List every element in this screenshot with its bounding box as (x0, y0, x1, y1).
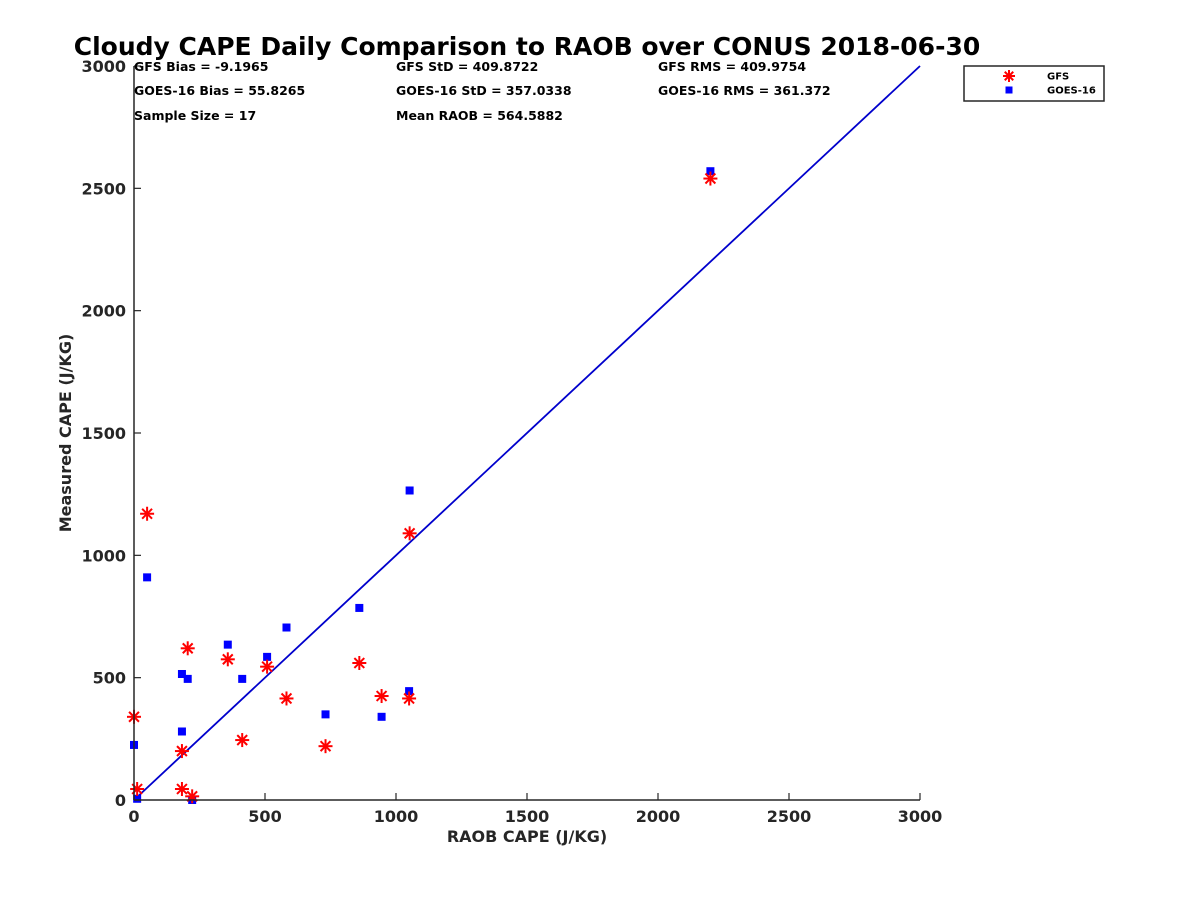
y-tick-label: 1000 (81, 546, 126, 565)
gfs-point (279, 691, 294, 706)
stat-label: GFS RMS = 409.9754 (658, 59, 806, 74)
gfs-point (130, 781, 145, 796)
stat-label: Mean RAOB = 564.5882 (396, 108, 563, 123)
gfs-point (235, 733, 250, 748)
goes-16-point (263, 652, 272, 661)
goes-16-point (355, 603, 364, 612)
gfs-point (140, 506, 155, 521)
goes-16-point (405, 486, 414, 495)
chart-title: Cloudy CAPE Daily Comparison to RAOB ove… (74, 32, 980, 61)
goes-16-point (183, 674, 192, 683)
x-tick-label: 1000 (374, 807, 419, 826)
gfs-point (174, 781, 189, 796)
x-axis-ticks: 0 500 1000 1500 2000 2500 3000 (128, 793, 942, 826)
gfs-point (402, 526, 417, 541)
y-axis-label: Measured CAPE (J/KG) (56, 334, 75, 533)
legend-label: GOES-16 (1047, 86, 1096, 97)
y-tick-label: 1500 (81, 424, 126, 443)
y-tick-label: 2000 (81, 302, 126, 321)
goes-16-point (223, 640, 232, 649)
goes-16-point (177, 669, 186, 678)
goes-16-point (706, 167, 715, 176)
stat-label: GOES-16 StD = 357.0338 (396, 83, 572, 98)
gfs-point (402, 691, 417, 706)
one-to-one-line (133, 65, 921, 801)
y-tick-label: 0 (115, 791, 126, 810)
x-axis-label: RAOB CAPE (J/KG) (447, 827, 607, 846)
gfs-point (185, 789, 200, 804)
goes-16-point (133, 794, 142, 803)
gfs-point (374, 689, 389, 704)
stat-label: GOES-16 Bias = 55.8265 (134, 83, 305, 98)
y-tick-label: 500 (93, 669, 126, 688)
goes-16-point (405, 687, 414, 696)
goes-16-point (177, 727, 186, 736)
gfs-point (220, 652, 235, 667)
legend-marker-goes-16 (1005, 86, 1013, 94)
gfs-point (260, 659, 275, 674)
goes-16-point (377, 712, 386, 721)
gfs-point (174, 744, 189, 759)
stat-label: GFS StD = 409.8722 (396, 59, 538, 74)
data-marks (127, 167, 718, 804)
x-tick-label: 2000 (636, 807, 681, 826)
legend-box (963, 65, 1105, 102)
reference-line-layer (133, 65, 921, 801)
gfs-point (318, 739, 333, 754)
stat-label: GOES-16 RMS = 361.372 (658, 83, 831, 98)
legend-marker-gfs (1003, 70, 1015, 82)
stat-label: Sample Size = 17 (134, 108, 256, 123)
goes-16-point (143, 573, 152, 582)
legend-label: GFS (1047, 72, 1069, 83)
legend-entries: GFS GOES-16 (1003, 70, 1096, 97)
gfs-point (703, 171, 718, 186)
statistics-annotations: GFS Bias = -9.1965 GFS StD = 409.8722 GFS … (134, 59, 831, 123)
y-tick-label: 3000 (81, 57, 126, 76)
goes-16-point (238, 674, 247, 683)
x-tick-label: 0 (128, 807, 139, 826)
x-tick-label: 500 (248, 807, 281, 826)
y-tick-label: 2500 (81, 179, 126, 198)
y-axis-ticks: 0 500 1000 1500 2000 2500 3000 (81, 57, 141, 810)
stat-label: GFS Bias = -9.1965 (134, 59, 268, 74)
goes-16-point (321, 710, 330, 719)
gfs-point (352, 655, 367, 670)
x-tick-label: 2500 (767, 807, 812, 826)
legend: GFS GOES-16 (963, 65, 1105, 102)
x-tick-label: 3000 (898, 807, 943, 826)
goes-16-point (282, 623, 291, 632)
gfs-point (180, 641, 195, 656)
axes: 0 500 1000 1500 2000 2500 3000 0 500 1000 1500 200… (81, 57, 942, 826)
x-tick-label: 1500 (505, 807, 550, 826)
